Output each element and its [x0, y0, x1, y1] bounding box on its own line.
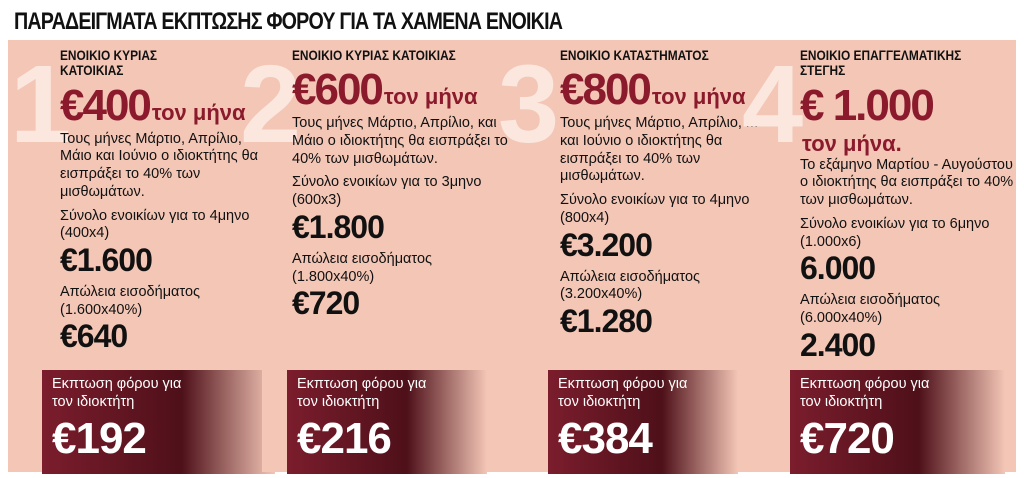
card-number: 4: [742, 43, 804, 166]
title: ΠΑΡΑΔΕΙΓΜΑΤΑ ΕΚΠΤΩΣΗΣ ΦΟΡΟΥ ΓΙΑ ΤΑ ΧΑΜΕΝ…: [14, 8, 563, 35]
discount-label: Εκπτωση φόρου για τον ιδιοκτήτη: [297, 376, 427, 410]
card-heading: ΕΝΟΙΚΙΟ ΚΥΡΙΑΣ ΚΑΤΟΙΚΙΑΣ: [292, 47, 456, 63]
discount-label: Εκπτωση φόρου για τον ιδιοκτήτη: [52, 376, 182, 410]
loss: €720: [292, 285, 360, 322]
loss: €640: [60, 318, 128, 355]
loss-label: Απώλεια εισοδήματος (6.000x40%): [800, 292, 941, 327]
total: 6.000: [800, 250, 876, 287]
discount: €216: [297, 414, 392, 464]
card-heading: ΕΝΟΙΚΙΟ ΚΑΤΑΣΤΗΜΑΤΟΣ: [560, 47, 709, 63]
description: Τους μήνες Μάρτιο, Απρίλιο, Μάιο και Ιού…: [560, 115, 778, 185]
discount-box: Εκπτωση φόρου για τον ιδιοκτήτη €216: [287, 370, 487, 474]
price: €600τον μήνα: [292, 65, 514, 115]
price-value: €400: [60, 80, 152, 130]
total-label: Σύνολο ενοικίων για το 3μηνο (600x3): [292, 174, 482, 209]
description: Το εξάμηνο Μαρτίου - Αυγούστου ο ιδιοκτή…: [800, 156, 1014, 209]
card: ΕΝΟΙΚΙΟ ΕΠΑΓΓΕΛΜΑΤΙΚΗΣ ΣΤΕΓΗΣ € 1.000 τον …: [800, 47, 1022, 363]
total-label: Σύνολο ενοικίων για το 4μηνο (400x4): [60, 207, 250, 242]
card-number: 3: [498, 43, 560, 166]
discount-box: Εκπτωση φόρου για τον ιδιοκτήτη €192: [42, 370, 275, 474]
price: €400τον μήνα: [60, 81, 260, 131]
discount: €192: [52, 414, 147, 464]
description: Τους μήνες Μάρτιο, Απρίλιο, και Μάιο ο ι…: [292, 115, 508, 167]
card-heading: ΕΝΟΙΚΙΟ ΚΥΡΙΑΣ ΚΑΤΟΙΚΙΑΣ: [60, 47, 158, 79]
price-unit: τον μήνα.: [802, 130, 902, 156]
total: €3.200: [560, 226, 653, 263]
card: ΕΝΟΙΚΙΟ ΚΑΤΑΣΤΗΜΑΤΟΣ €800τον μήνα Τους μήν…: [560, 47, 782, 340]
card-number: 1: [10, 43, 72, 166]
price-value: €800: [560, 65, 652, 115]
total: €1.600: [60, 241, 153, 278]
card-heading: ΕΝΟΙΚΙΟ ΕΠΑΓΓΕΛΜΑΤΙΚΗΣ ΣΤΕΓΗΣ: [800, 47, 962, 79]
price-value: €600: [292, 65, 384, 115]
price-unit: τον μήνα: [151, 99, 246, 125]
price-value: € 1.000: [800, 80, 935, 130]
total-label: Σύνολο ενοικίων για το 4μηνο (800x4): [560, 192, 750, 226]
loss-label: Απώλεια εισοδήματος (1.800x40%): [292, 251, 433, 285]
total: €1.800: [292, 208, 385, 245]
price-unit: τον μήνα: [383, 84, 478, 110]
loss-label: Απώλεια εισοδήματος (3.200x40%): [560, 268, 701, 303]
price: € 1.000 τον μήνα.: [800, 81, 1022, 157]
price-unit: τον μήνα: [651, 84, 746, 110]
price: €800τον μήνα: [560, 65, 782, 115]
card: ΕΝΟΙΚΙΟ ΚΥΡΙΑΣ ΚΑΤΟΙΚΙΑΣ €400τον μήνα Τους…: [60, 47, 260, 355]
card-number: 2: [240, 43, 302, 166]
card: ΕΝΟΙΚΙΟ ΚΥΡΙΑΣ ΚΑΤΟΙΚΙΑΣ €600τον μήνα Τους…: [292, 47, 514, 322]
discount-label: Εκπτωση φόρου για τον ιδιοκτήτη: [800, 376, 930, 410]
loss-label: Απώλεια εισοδήματος (1.600x40%): [60, 284, 201, 318]
loss: €1.280: [560, 303, 653, 340]
discount: €720: [800, 414, 895, 464]
discount-label: Εκπτωση φόρου για τον ιδιοκτήτη: [558, 376, 688, 410]
discount: €384: [558, 414, 653, 464]
loss: 2.400: [800, 326, 876, 363]
discount-box: Εκπτωση φόρου για τον ιδιοκτήτη €384: [548, 370, 738, 474]
description: Τους μήνες Μάρτιο, Απρίλιο, Μάιο και Ιού…: [60, 130, 259, 200]
total-label: Σύνολο ενοικίων για το 6μηνο (1.000x6): [800, 215, 990, 250]
discount-box: Εκπτωση φόρου για τον ιδιοκτήτη €720: [790, 370, 1005, 474]
